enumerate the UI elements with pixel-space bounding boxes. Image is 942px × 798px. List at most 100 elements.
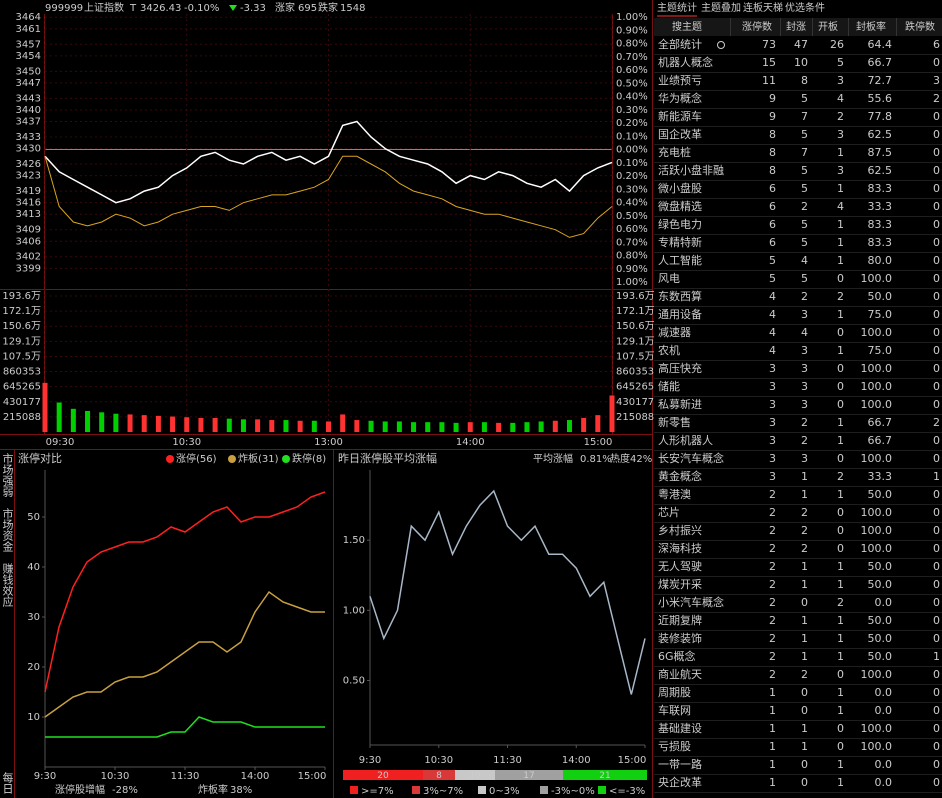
y-tick-label: 1.00 — [343, 605, 365, 616]
theme-name[interactable]: 基础建设 — [658, 721, 702, 735]
legend-label: 3%~7% — [423, 786, 463, 797]
y-tick-label: 3399 — [16, 263, 41, 274]
theme-name[interactable]: 商业航天 — [658, 667, 702, 681]
theme-name[interactable]: 业绩预亏 — [658, 74, 702, 87]
theme-name[interactable]: 亏损股 — [658, 739, 691, 753]
table-cell: 62.5 — [868, 128, 893, 141]
y2-tick-label: 0.70% — [616, 237, 648, 248]
table-cell: 1 — [801, 470, 808, 483]
theme-name[interactable]: 车联网 — [658, 703, 691, 717]
table-cell: 1 — [837, 308, 844, 321]
theme-name[interactable]: 深海科技 — [658, 541, 702, 555]
side-tab[interactable]: 赚钱效应 — [1, 562, 14, 608]
theme-name[interactable]: 芯片 — [658, 505, 680, 519]
table-cell: 0 — [933, 290, 940, 303]
theme-name[interactable]: 人工智能 — [658, 253, 702, 267]
theme-name[interactable]: 东数西算 — [658, 289, 702, 303]
table-cell: 4 — [837, 92, 844, 105]
theme-name[interactable]: 机器人概念 — [658, 55, 713, 69]
y-tick-label: 150.6万 — [616, 321, 655, 332]
panel-tab[interactable]: 主题叠加 — [701, 2, 741, 14]
theme-name[interactable]: 近期复牌 — [658, 613, 702, 627]
table-cell: 0.0 — [875, 704, 893, 717]
table-cell: 1 — [837, 776, 844, 789]
y-tick-label: 3433 — [16, 132, 41, 143]
column-header[interactable]: 开板 — [818, 20, 838, 33]
theme-name[interactable]: 长安汽车概念 — [658, 451, 724, 465]
theme-name[interactable]: 无人驾驶 — [658, 559, 702, 573]
column-header[interactable]: 搜主题 — [672, 20, 702, 33]
side-tab[interactable]: 市场强弱 — [1, 452, 14, 498]
table-cell: 8 — [769, 128, 776, 141]
y-tick-label: 50 — [27, 512, 40, 523]
panel-tab[interactable]: 优选条件 — [785, 1, 825, 14]
y-tick-label: 3437 — [16, 117, 41, 128]
table-cell: 1 — [769, 740, 776, 753]
theme-name[interactable]: 新能源车 — [658, 109, 702, 123]
theme-name[interactable]: 一带一路 — [658, 758, 702, 771]
table-cell: 50.0 — [868, 614, 893, 627]
theme-name[interactable]: 农机 — [658, 343, 680, 357]
table-cell: 5 — [801, 182, 808, 195]
panel-tab[interactable]: 主题统计 — [657, 1, 697, 14]
table-cell: 2 — [769, 578, 776, 591]
y2-tick-label: 0.80% — [616, 251, 648, 262]
table-cell: 2 — [933, 92, 940, 105]
theme-name[interactable]: 高压快充 — [658, 361, 702, 375]
table-cell: 3 — [769, 470, 776, 483]
volume-bar — [85, 410, 91, 432]
theme-name[interactable]: 央企改革 — [658, 775, 702, 789]
theme-name[interactable]: 专精特新 — [658, 235, 702, 249]
y2-tick-label: 0.00% — [616, 145, 648, 156]
panel-tab[interactable]: 连板天梯 — [743, 1, 783, 14]
theme-name[interactable]: 通用设备 — [658, 307, 702, 321]
side-tab[interactable]: 每日 — [1, 771, 14, 794]
theme-name[interactable]: 新零售 — [658, 415, 691, 429]
side-tab[interactable]: 市场资金 — [1, 507, 14, 552]
table-cell: 55.6 — [868, 92, 893, 105]
theme-name[interactable]: 国企改革 — [658, 127, 702, 141]
theme-name[interactable]: 人形机器人 — [658, 433, 713, 447]
table-cell: 3 — [769, 416, 776, 429]
theme-name[interactable]: 充电桩 — [658, 145, 691, 159]
header-field: -3.33 — [240, 3, 266, 14]
y-tick-label: 3440 — [16, 105, 41, 116]
header-field: 999999 — [45, 3, 83, 14]
theme-name[interactable]: 私募新进 — [658, 397, 702, 411]
theme-name[interactable]: 装修装饰 — [658, 631, 702, 645]
volume-bar — [510, 422, 516, 432]
table-cell: 6 — [769, 200, 776, 213]
table-cell: 0 — [933, 506, 940, 519]
theme-name[interactable]: 小米汽车概念 — [658, 595, 724, 609]
theme-name[interactable]: 黄金概念 — [658, 469, 702, 483]
theme-name[interactable]: 全部统计 — [658, 37, 702, 51]
table-cell: 0 — [933, 722, 940, 735]
volume-bar — [396, 421, 402, 432]
table-cell: 0 — [933, 488, 940, 501]
theme-name[interactable]: 减速器 — [658, 326, 691, 339]
theme-name[interactable]: 周期股 — [658, 686, 691, 699]
theme-name[interactable]: 粤港澳 — [658, 487, 691, 501]
theme-name[interactable]: 储能 — [658, 379, 680, 393]
table-cell: 7 — [801, 146, 808, 159]
heat: 热度42% — [610, 452, 652, 465]
theme-name[interactable]: 活跃小盘非融 — [658, 163, 724, 177]
icon — [717, 41, 725, 49]
theme-name[interactable]: 华为概念 — [658, 91, 702, 105]
table-cell: 0 — [837, 380, 844, 393]
column-header[interactable]: 跌停数 — [905, 20, 935, 33]
table-cell: 0 — [801, 758, 808, 771]
theme-name[interactable]: 微小盘股 — [658, 181, 702, 195]
theme-name[interactable]: 乡村振兴 — [658, 523, 702, 537]
table-cell: 1 — [837, 650, 844, 663]
theme-name[interactable]: 微盘精选 — [658, 199, 702, 213]
theme-name[interactable]: 煤炭开采 — [658, 578, 702, 591]
column-header[interactable]: 涨停数 — [742, 20, 772, 33]
theme-name[interactable]: 6G概念 — [658, 649, 696, 663]
column-header[interactable]: 封涨 — [786, 20, 806, 33]
y-tick-label: 215088 — [3, 412, 41, 423]
theme-name[interactable]: 风电 — [658, 272, 680, 285]
table-cell: 1 — [801, 722, 808, 735]
theme-name[interactable]: 绿色电力 — [658, 217, 702, 231]
column-header[interactable]: 封板率 — [856, 20, 886, 33]
